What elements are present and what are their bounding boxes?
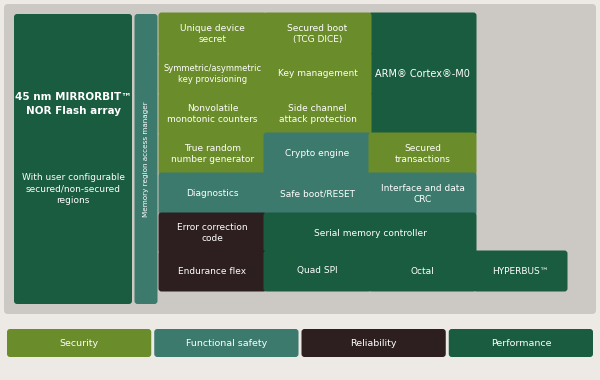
Text: HYPERBUS™: HYPERBUS™ (492, 266, 549, 276)
Text: 45 nm MIRRORBIT™
NOR Flash array: 45 nm MIRRORBIT™ NOR Flash array (14, 92, 131, 116)
FancyBboxPatch shape (263, 13, 371, 55)
Text: Key management: Key management (278, 70, 358, 79)
FancyBboxPatch shape (473, 250, 568, 291)
Text: Interface and data
CRC: Interface and data CRC (380, 184, 464, 204)
FancyBboxPatch shape (4, 4, 596, 314)
Text: With user configurable
secured/non-secured
regions: With user configurable secured/non-secur… (22, 173, 125, 205)
Text: Performance: Performance (491, 339, 551, 347)
FancyBboxPatch shape (263, 250, 371, 291)
Text: True random
number generator: True random number generator (171, 144, 254, 164)
FancyBboxPatch shape (158, 212, 266, 253)
FancyBboxPatch shape (158, 250, 266, 291)
FancyBboxPatch shape (14, 14, 132, 304)
Text: Nonvolatile
monotonic counters: Nonvolatile monotonic counters (167, 104, 258, 124)
FancyBboxPatch shape (263, 52, 371, 95)
FancyBboxPatch shape (368, 13, 476, 136)
Text: Crypto engine: Crypto engine (286, 149, 350, 158)
FancyBboxPatch shape (302, 329, 446, 357)
FancyBboxPatch shape (368, 173, 476, 215)
Text: Octal: Octal (410, 266, 434, 276)
Text: Endurance flex: Endurance flex (178, 266, 247, 276)
Text: Secured
transactions: Secured transactions (395, 144, 451, 164)
FancyBboxPatch shape (368, 250, 476, 291)
Text: Serial memory controller: Serial memory controller (314, 228, 427, 238)
FancyBboxPatch shape (263, 133, 371, 176)
FancyBboxPatch shape (368, 133, 476, 176)
Text: Security: Security (59, 339, 98, 347)
Text: Quad SPI: Quad SPI (297, 266, 338, 276)
FancyBboxPatch shape (158, 173, 266, 215)
FancyBboxPatch shape (158, 13, 266, 55)
FancyBboxPatch shape (134, 14, 157, 304)
Text: Symmetric/asymmetric
key provisioning: Symmetric/asymmetric key provisioning (163, 64, 262, 84)
FancyBboxPatch shape (449, 329, 593, 357)
FancyBboxPatch shape (263, 92, 371, 136)
FancyBboxPatch shape (263, 212, 476, 253)
Text: Memory region access manager: Memory region access manager (143, 101, 149, 217)
Text: Secured boot
(TCG DICE): Secured boot (TCG DICE) (287, 24, 347, 44)
FancyBboxPatch shape (263, 173, 371, 215)
Text: Side channel
attack protection: Side channel attack protection (278, 104, 356, 124)
FancyBboxPatch shape (158, 92, 266, 136)
Text: Diagnostics: Diagnostics (186, 190, 239, 198)
FancyBboxPatch shape (158, 133, 266, 176)
Text: Reliability: Reliability (350, 339, 397, 347)
FancyBboxPatch shape (154, 329, 299, 357)
Text: Functional safety: Functional safety (186, 339, 267, 347)
Text: ARM® Cortex®-M0: ARM® Cortex®-M0 (375, 69, 470, 79)
FancyBboxPatch shape (7, 329, 151, 357)
Text: Error correction
code: Error correction code (177, 223, 248, 243)
FancyBboxPatch shape (158, 52, 266, 95)
Text: Unique device
secret: Unique device secret (180, 24, 245, 44)
Text: Safe boot/RESET: Safe boot/RESET (280, 190, 355, 198)
